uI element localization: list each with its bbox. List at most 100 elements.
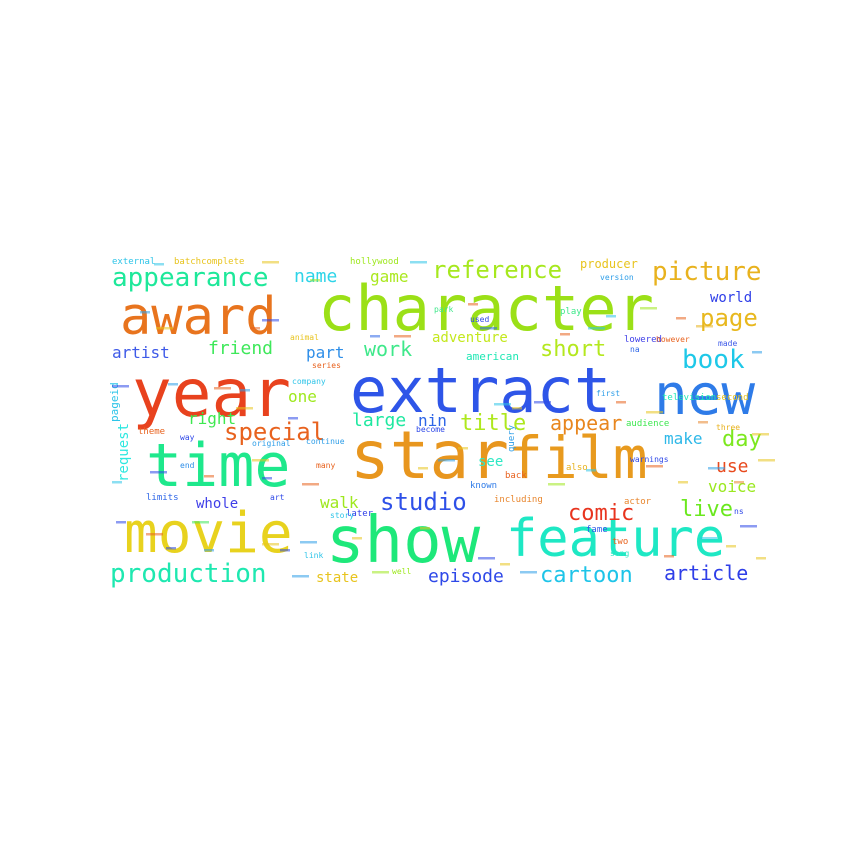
word-studio: studio <box>380 488 467 516</box>
filler-word-mark <box>512 407 522 410</box>
word-become: become <box>416 425 445 434</box>
word-page: page <box>700 304 758 332</box>
word-external: external <box>112 257 155 267</box>
filler-word-mark <box>262 543 279 546</box>
word-way: way <box>180 433 195 442</box>
filler-word-mark <box>204 475 214 478</box>
filler-word-mark <box>646 411 663 414</box>
word-ns: ns <box>734 507 744 516</box>
filler-word-mark <box>140 311 150 314</box>
word-first: first <box>596 389 620 398</box>
word-also: also <box>566 463 588 473</box>
word-game: game <box>370 267 409 286</box>
word-original: original <box>252 439 291 448</box>
filler-word-mark <box>262 477 272 480</box>
filler-word-mark <box>192 521 209 524</box>
filler-word-mark <box>606 315 616 318</box>
word-american: american <box>466 350 519 363</box>
filler-word-mark <box>740 525 757 528</box>
filler-word-mark <box>478 557 495 560</box>
filler-word-mark <box>458 447 468 450</box>
word-voice: voice <box>708 477 756 496</box>
filler-word-mark <box>166 547 176 550</box>
word-warnings: warnings <box>630 455 669 464</box>
word-name: name <box>294 266 337 287</box>
word-comic: comic <box>568 501 634 526</box>
filler-word-mark <box>302 483 319 486</box>
word-film: film <box>508 424 648 492</box>
filler-word-mark <box>676 317 686 320</box>
word-time: time <box>146 431 291 501</box>
word-artist: artist <box>112 343 170 362</box>
filler-word-mark <box>698 421 708 424</box>
word-nin: nin <box>418 411 447 430</box>
word-art: art <box>270 493 285 502</box>
filler-word-mark <box>500 563 510 566</box>
word-hollywood: hollywood <box>350 257 399 267</box>
filler-word-mark <box>640 307 657 310</box>
word-continue: continue <box>306 437 345 446</box>
filler-word-mark <box>438 459 455 462</box>
filler-word-mark <box>664 555 674 558</box>
filler-word-mark <box>756 557 766 560</box>
filler-word-mark <box>410 261 427 264</box>
filler-word-mark <box>418 467 428 470</box>
filler-word-mark <box>352 537 362 540</box>
word-award: award <box>120 287 277 347</box>
filler-word-mark <box>262 261 279 264</box>
filler-word-mark <box>708 467 725 470</box>
filler-word-mark <box>678 481 688 484</box>
word-audience: audience <box>626 419 669 429</box>
word-work: work <box>364 337 412 361</box>
word-character: character <box>318 272 654 345</box>
word-however: however <box>656 335 690 344</box>
word-park: park <box>434 305 453 314</box>
filler-word-mark <box>372 571 389 574</box>
word-show: show <box>326 504 481 578</box>
word-actor: actor <box>624 497 652 507</box>
word-large: large <box>352 410 406 431</box>
filler-word-mark <box>168 383 178 386</box>
word-state: state <box>316 570 358 586</box>
filler-word-mark <box>752 351 762 354</box>
word-story: story <box>330 511 354 520</box>
word-two: two <box>612 537 628 547</box>
word-new: new <box>654 363 755 428</box>
filler-word-mark <box>548 483 565 486</box>
word-appear: appear <box>550 411 622 435</box>
word-made: made <box>718 339 737 348</box>
word-picture: picture <box>652 257 762 287</box>
word-special: special <box>224 418 325 446</box>
filler-word-mark <box>394 335 411 338</box>
word-book: book <box>682 345 745 375</box>
word-second: second <box>716 393 749 403</box>
word-episode: episode <box>428 566 504 587</box>
filler-word-mark <box>616 401 626 404</box>
word-star: star <box>350 417 509 494</box>
filler-word-mark <box>146 533 163 536</box>
filler-word-mark <box>156 327 173 330</box>
word-na: na <box>630 345 640 354</box>
word-animal: animal <box>290 333 319 342</box>
filler-word-mark <box>300 541 317 544</box>
filler-word-mark <box>280 549 290 552</box>
word-whole: whole <box>196 496 238 512</box>
filler-word-mark <box>288 417 298 420</box>
word-short: short <box>540 337 606 362</box>
word-adventure: adventure <box>432 330 508 346</box>
word-batchcomplete: batchcomplete <box>174 257 244 267</box>
word-walk: walk <box>320 493 359 512</box>
word-limits: limits <box>146 493 179 503</box>
word-right: right <box>188 409 236 428</box>
word-year: year <box>132 355 291 432</box>
filler-word-mark <box>520 571 537 574</box>
word-television: television <box>662 393 716 403</box>
filler-word-mark <box>734 481 744 484</box>
filler-word-mark <box>646 465 663 468</box>
word-one: one <box>288 387 317 406</box>
filler-word-mark <box>116 521 126 524</box>
word-query: query <box>507 424 517 452</box>
word-company: company <box>292 377 326 386</box>
word-fame: fame <box>586 525 608 535</box>
filler-word-mark <box>154 263 164 266</box>
